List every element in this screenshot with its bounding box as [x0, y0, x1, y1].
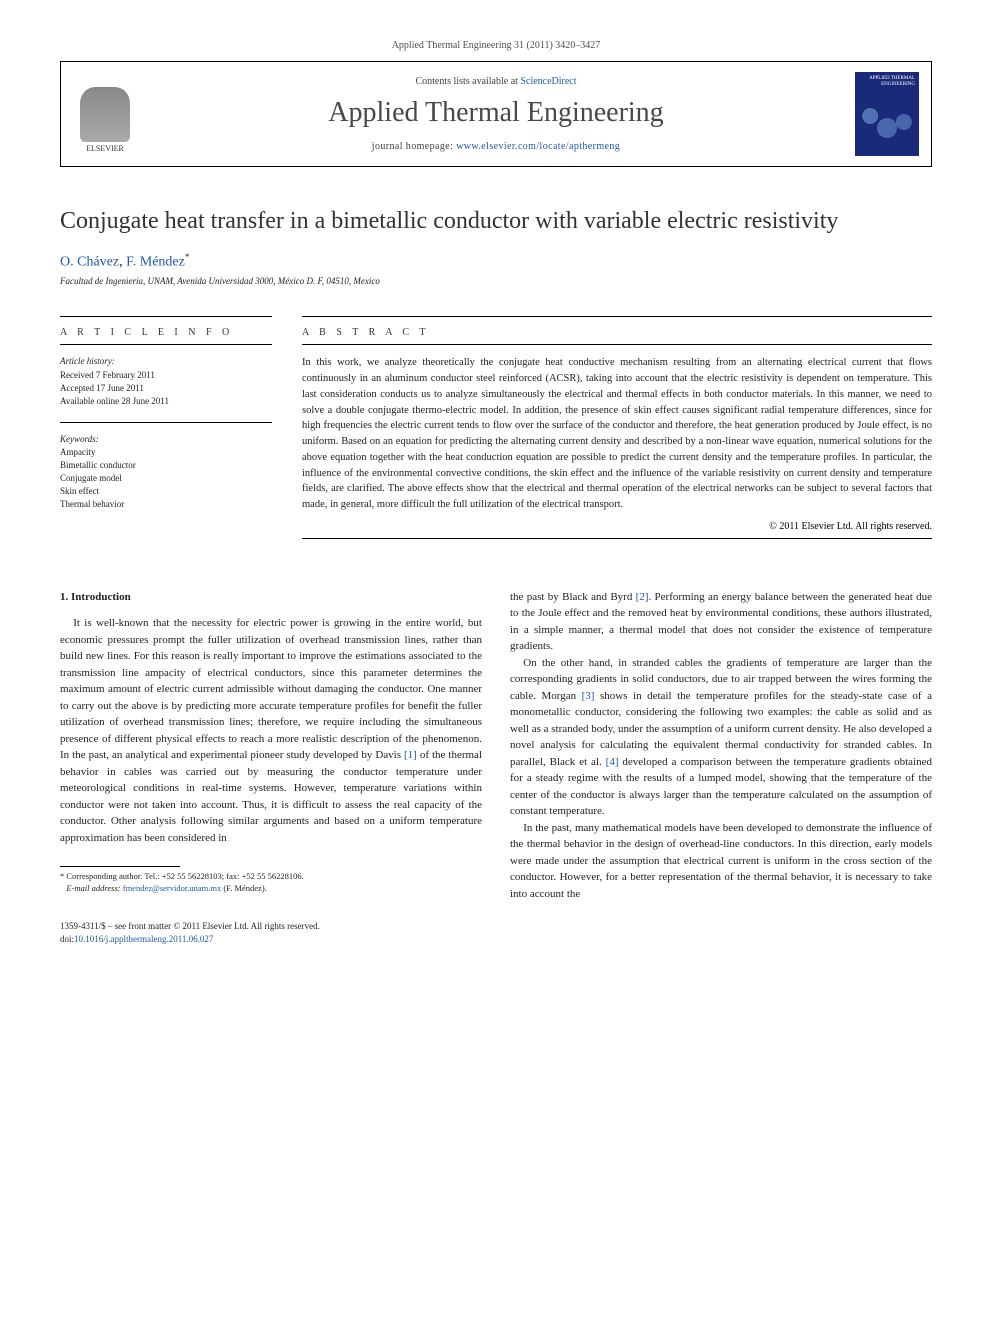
- reference-link[interactable]: [3]: [582, 690, 595, 702]
- abstract-copyright: © 2011 Elsevier Ltd. All rights reserved…: [302, 521, 932, 532]
- body-paragraph: It is well-known that the necessity for …: [60, 615, 482, 846]
- article-history: Article history: Received 7 February 201…: [60, 355, 272, 407]
- footer-copyright: 1359-4311/$ – see front matter © 2011 El…: [60, 921, 320, 931]
- history-received: Received 7 February 2011: [60, 370, 155, 380]
- reference-link[interactable]: [1]: [404, 749, 417, 761]
- contents-prefix: Contents lists available at: [415, 76, 520, 87]
- corresponding-mark: *: [185, 252, 190, 262]
- reference-link[interactable]: [2]: [636, 591, 649, 603]
- section-heading-introduction: 1. Introduction: [60, 589, 482, 606]
- elsevier-tree-icon: [80, 87, 130, 142]
- article-title: Conjugate heat transfer in a bimetallic …: [60, 207, 932, 236]
- body-paragraph: On the other hand, in stranded cables th…: [510, 655, 932, 820]
- journal-reference: Applied Thermal Engineering 31 (2011) 34…: [60, 40, 932, 51]
- journal-title: Applied Thermal Engineering: [149, 97, 843, 129]
- divider: [302, 344, 932, 345]
- abstract-text: In this work, we analyze theoretically t…: [302, 355, 932, 513]
- journal-header: ELSEVIER Contents lists available at Sci…: [60, 61, 932, 167]
- abstract-heading: A B S T R A C T: [302, 327, 932, 338]
- journal-homepage: journal homepage: www.elsevier.com/locat…: [149, 141, 843, 152]
- divider: [302, 316, 932, 317]
- author-link-1[interactable]: O. Chávez: [60, 254, 119, 269]
- affiliation: Facultad de Ingeniería, UNAM, Avenida Un…: [60, 276, 932, 286]
- body-paragraph: In the past, many mathematical models ha…: [510, 820, 932, 903]
- corresponding-footnote: * Corresponding author. Tel.: +52 55 562…: [60, 871, 482, 895]
- keywords-label: Keywords:: [60, 434, 99, 444]
- keyword: Bimetallic conductor: [60, 460, 136, 470]
- body-paragraph: the past by Black and Byrd [2]. Performi…: [510, 589, 932, 655]
- info-abstract-row: A R T I C L E I N F O Article history: R…: [60, 310, 932, 549]
- footnote-email-link[interactable]: fmendez@servidor.unam.mx: [123, 883, 221, 893]
- homepage-link[interactable]: www.elsevier.com/locate/apthermeng: [456, 141, 620, 152]
- divider: [60, 422, 272, 423]
- contents-available: Contents lists available at ScienceDirec…: [149, 76, 843, 87]
- author-link-2[interactable]: F. Méndez: [126, 254, 185, 269]
- reference-link[interactable]: [4]: [606, 756, 619, 768]
- cover-pattern-icon: [859, 92, 915, 152]
- footnote-separator: [60, 866, 180, 867]
- body-p1-text: It is well-known that the necessity for …: [60, 617, 482, 844]
- elsevier-logo: ELSEVIER: [73, 75, 137, 153]
- keywords: Keywords: Ampacity Bimetallic conductor …: [60, 433, 272, 511]
- history-label: Article history:: [60, 356, 115, 366]
- history-accepted: Accepted 17 June 2011: [60, 383, 144, 393]
- doi-link[interactable]: 10.1016/j.applthermaleng.2011.06.027: [74, 934, 213, 944]
- authors: O. Chávez, F. Méndez*: [60, 252, 932, 271]
- keyword: Thermal behavior: [60, 499, 124, 509]
- body-text: 1. Introduction It is well-known that th…: [60, 589, 932, 903]
- keyword: Skin effect: [60, 486, 99, 496]
- article-info-column: A R T I C L E I N F O Article history: R…: [60, 310, 272, 549]
- divider: [302, 538, 932, 539]
- abstract-column: A B S T R A C T In this work, we analyze…: [302, 310, 932, 549]
- footer-doi-prefix: doi:: [60, 934, 74, 944]
- header-center: Contents lists available at ScienceDirec…: [149, 76, 843, 152]
- keyword: Conjugate model: [60, 473, 122, 483]
- sciencedirect-link[interactable]: ScienceDirect: [520, 76, 576, 87]
- footnote-email-label: E-mail address:: [66, 883, 120, 893]
- history-online: Available online 28 June 2011: [60, 396, 169, 406]
- page-footer: 1359-4311/$ – see front matter © 2011 El…: [60, 920, 932, 945]
- footnote-corr: * Corresponding author. Tel.: +52 55 562…: [60, 871, 304, 881]
- journal-cover-thumb: APPLIED THERMAL ENGINEERING: [855, 72, 919, 156]
- article-info-heading: A R T I C L E I N F O: [60, 327, 272, 338]
- divider: [60, 316, 272, 317]
- publisher-name: ELSEVIER: [86, 144, 124, 153]
- cover-thumb-title: APPLIED THERMAL ENGINEERING: [859, 76, 915, 88]
- keyword: Ampacity: [60, 447, 96, 457]
- footnote-email-suffix: (F. Méndez).: [223, 883, 266, 893]
- divider: [60, 344, 272, 345]
- homepage-prefix: journal homepage:: [372, 141, 456, 152]
